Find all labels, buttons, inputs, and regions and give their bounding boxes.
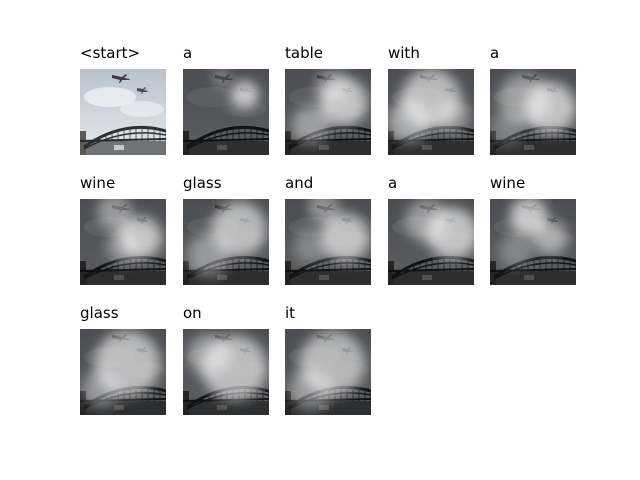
caption-word: glass bbox=[80, 304, 119, 322]
attention-map bbox=[285, 329, 371, 415]
attention-map bbox=[183, 199, 269, 285]
attention-map bbox=[388, 69, 474, 155]
caption-word: wine bbox=[490, 174, 526, 192]
original-image bbox=[80, 69, 166, 155]
caption-word: on bbox=[183, 304, 202, 322]
caption-word: a bbox=[183, 44, 193, 62]
attention-map bbox=[80, 329, 166, 415]
caption-word: a bbox=[388, 174, 398, 192]
attention-map bbox=[285, 199, 371, 285]
attention-map bbox=[80, 199, 166, 285]
airplane-icon bbox=[137, 87, 148, 94]
scene-photo bbox=[80, 69, 166, 155]
attention-map bbox=[285, 69, 371, 155]
attention-map bbox=[388, 199, 474, 285]
caption-word: and bbox=[285, 174, 314, 192]
attention-map bbox=[183, 329, 269, 415]
caption-word: a bbox=[490, 44, 500, 62]
attention-map bbox=[490, 199, 576, 285]
caption-word: <start> bbox=[80, 44, 141, 62]
caption-word: wine bbox=[80, 174, 116, 192]
attention-map bbox=[183, 69, 269, 155]
attention-map bbox=[490, 69, 576, 155]
caption-word: with bbox=[388, 44, 420, 62]
caption-word: it bbox=[285, 304, 296, 322]
airplane-icon bbox=[112, 74, 130, 83]
caption-word: table bbox=[285, 44, 323, 62]
caption-word: glass bbox=[183, 174, 222, 192]
